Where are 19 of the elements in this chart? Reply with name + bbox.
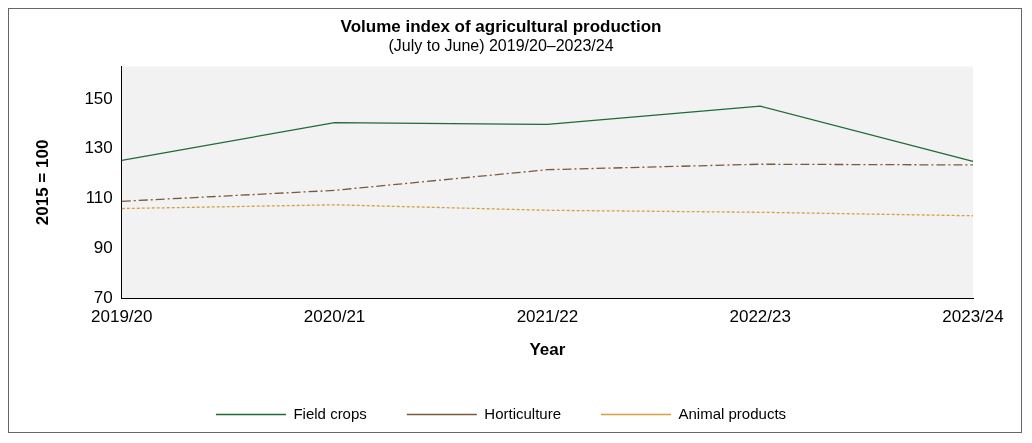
y-tick-label: 130 — [84, 138, 113, 158]
x-axis-title: Year — [529, 340, 566, 360]
chart-title: Volume index of agricultural production — [340, 16, 662, 36]
x-tick-label: 2019/20 — [91, 307, 153, 327]
line-series — [121, 204, 974, 217]
chart-subtitle: (July to June) 2019/20–2023/24 — [388, 37, 614, 55]
y-tick-label: 150 — [84, 88, 113, 108]
x-tick-label: 2023/24 — [942, 307, 1004, 327]
legend-label: Horticulture — [484, 404, 562, 422]
legend-label: Field crops — [293, 404, 367, 422]
x-tick-label: 2022/23 — [729, 307, 791, 327]
y-tick-label: 70 — [93, 287, 113, 307]
legend-label: Animal products — [678, 404, 787, 422]
line-series — [121, 163, 974, 202]
y-axis-title: 2015 = 100 — [32, 139, 52, 226]
x-tick-label: 2020/21 — [303, 307, 366, 327]
y-tick-label: 110 — [85, 188, 113, 208]
y-tick-label: 90 — [93, 238, 113, 258]
x-tick-label: 2021/22 — [516, 307, 579, 327]
